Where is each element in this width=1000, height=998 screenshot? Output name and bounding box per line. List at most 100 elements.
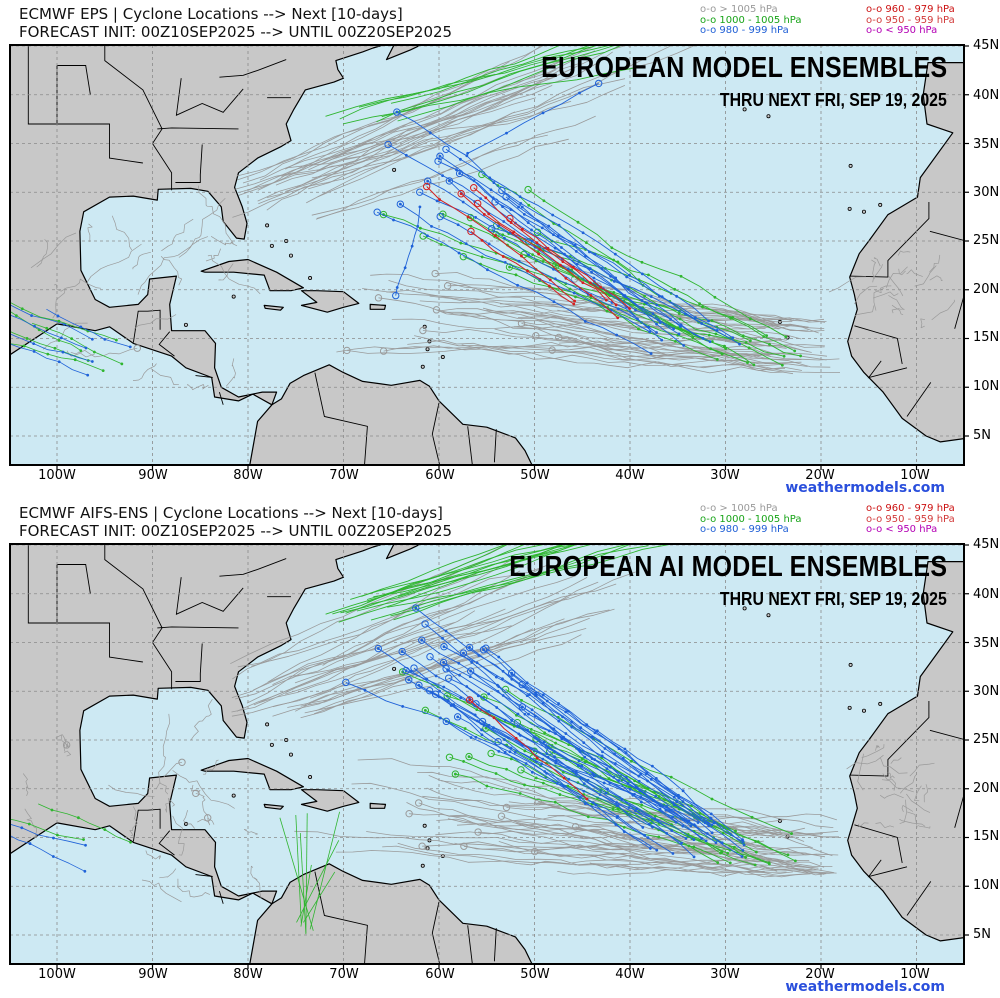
cyclone-track [232, 137, 433, 218]
track-end-marker [418, 842, 426, 850]
cyclone-track [496, 225, 767, 336]
cyclone-track [325, 45, 613, 117]
track-point [84, 843, 87, 847]
cyclone-track [163, 761, 183, 778]
track-point [376, 647, 380, 650]
track-point [684, 837, 688, 840]
cyclone-track [918, 825, 931, 829]
track-point [655, 303, 659, 307]
track-point [474, 216, 478, 219]
cyclone-track [397, 45, 624, 122]
track-end-marker [178, 758, 186, 766]
credit-link[interactable]: weathermodels.com [785, 480, 945, 496]
cyclone-track [237, 563, 551, 668]
track-point [715, 358, 719, 361]
cyclone-track [413, 667, 672, 831]
track-point [639, 795, 643, 799]
track-point [716, 861, 720, 865]
track-point [674, 339, 677, 343]
track-point [709, 812, 713, 816]
track-point [692, 845, 696, 849]
track-point [594, 803, 598, 807]
track-point [543, 731, 547, 735]
track-point [541, 111, 545, 115]
lon-label: 100W [38, 967, 76, 982]
map-frame [9, 44, 965, 466]
header-line-2: FORECAST INIT: 00Z10SEP2025 --> UNTIL 00… [19, 23, 453, 41]
track-point [528, 693, 531, 696]
cyclone-track [558, 337, 784, 373]
landmass [847, 61, 964, 443]
cyclone-track [191, 784, 201, 794]
track-point [438, 716, 442, 720]
political-border [867, 859, 908, 878]
track-point [592, 276, 596, 280]
track-end-marker [444, 674, 453, 682]
track-point [526, 221, 530, 224]
track-point [486, 268, 489, 272]
cyclone-track [899, 774, 917, 794]
credit-link[interactable]: weathermodels.com [785, 979, 945, 995]
cyclone-track [914, 785, 922, 802]
track-point [526, 269, 530, 273]
cyclone-track [846, 754, 884, 770]
cyclone-track [501, 190, 740, 345]
track-point [410, 244, 414, 248]
track-point [1, 830, 4, 833]
track-end-marker [133, 344, 141, 352]
track-end-marker [396, 200, 405, 208]
cyclone-track [238, 124, 488, 193]
cyclone-track [890, 757, 902, 764]
track-point [493, 234, 497, 238]
political-border [175, 144, 203, 183]
lon-label: 100W [38, 468, 76, 483]
track-point [531, 253, 535, 257]
cyclone-track [350, 544, 548, 600]
cyclone-track [250, 865, 262, 899]
track-point [570, 720, 574, 724]
track-end-marker [467, 227, 475, 236]
track-point [525, 694, 529, 698]
lon-label: 20W [805, 468, 835, 483]
track-point [547, 729, 551, 733]
track-end-marker [423, 177, 432, 185]
track-point [611, 807, 615, 811]
cyclone-track [483, 649, 743, 841]
cyclone-track [165, 797, 175, 813]
track-point [489, 188, 493, 192]
track-point [612, 279, 616, 283]
track-end-marker [445, 177, 454, 185]
cyclone-track [315, 608, 615, 712]
island [766, 114, 771, 119]
track-point [90, 337, 94, 341]
track-point [51, 855, 55, 858]
track-point [740, 855, 744, 858]
island [231, 793, 236, 798]
cyclone-track [897, 250, 911, 256]
map-layers [10, 45, 964, 465]
cyclone-track [22, 773, 29, 797]
track-point [484, 196, 488, 200]
track-point [616, 316, 620, 320]
track-point [692, 838, 696, 841]
cyclone-track [854, 285, 878, 305]
track-point [691, 336, 695, 340]
track-point [567, 743, 571, 747]
cyclone-track [346, 345, 808, 367]
track-point [530, 228, 533, 232]
track-point [612, 258, 616, 262]
track-point [480, 733, 484, 737]
track-point [561, 715, 564, 719]
track-point [593, 758, 597, 761]
track-end-marker [465, 696, 474, 704]
cyclone-track [428, 775, 813, 849]
track-point [657, 795, 661, 798]
track-point [30, 314, 33, 317]
legend-item: o-o 1000 - 1005 hPa [700, 14, 802, 26]
track-point [502, 220, 506, 223]
cyclone-track [872, 264, 883, 283]
track-end-marker [478, 717, 487, 726]
track-point [649, 352, 653, 355]
cyclone-track [304, 628, 587, 706]
track-point [732, 845, 736, 849]
